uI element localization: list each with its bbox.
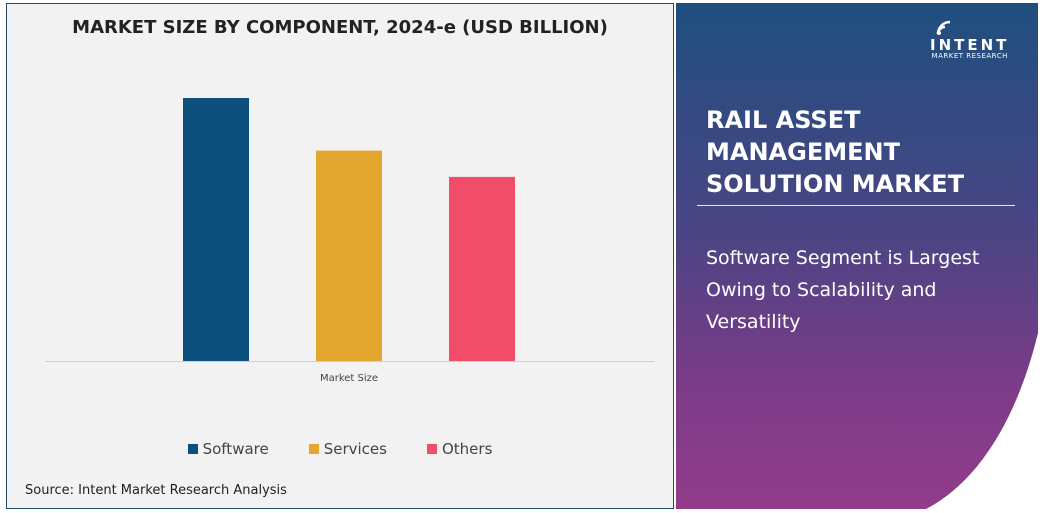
- legend-swatch: [308, 444, 319, 454]
- legend-item: Software: [187, 440, 269, 458]
- legend-label: Software: [202, 440, 269, 458]
- bar-software: [183, 98, 249, 361]
- chart-title: MARKET SIZE BY COMPONENT, 2024-e (USD BI…: [72, 17, 608, 38]
- report-subtitle: Software Segment is Largest Owing to Sca…: [706, 247, 980, 333]
- report-title-line: SOLUTION MARKET: [706, 170, 965, 198]
- report-title-line: MANAGEMENT: [706, 138, 900, 166]
- info-panel: [676, 3, 1038, 509]
- report-title: RAIL ASSET MANAGEMENT SOLUTION MARKET: [706, 104, 964, 200]
- logo: INTENT MARKET RESEARCH: [930, 14, 1009, 60]
- logo-main-text: INTENT: [930, 36, 1010, 54]
- x-tick-label: Market Size: [320, 373, 378, 384]
- logo-sub-text: MARKET RESEARCH: [931, 52, 1008, 60]
- legend-label: Services: [323, 440, 387, 458]
- signal-icon: [936, 20, 951, 35]
- legend: Software Services Others: [0, 440, 680, 458]
- legend-label: Others: [441, 440, 493, 458]
- bar-chart: Market Size: [45, 98, 654, 384]
- legend-item: Others: [426, 440, 493, 458]
- divider: [697, 205, 1015, 206]
- bar-others: [449, 176, 515, 361]
- report-title-line: RAIL ASSET: [706, 106, 861, 134]
- legend-swatch: [426, 444, 437, 454]
- bar-services: [316, 150, 382, 361]
- legend-item: Services: [308, 440, 387, 458]
- source-note: Source: Intent Market Research Analysis: [25, 483, 287, 498]
- legend-swatch: [187, 444, 198, 454]
